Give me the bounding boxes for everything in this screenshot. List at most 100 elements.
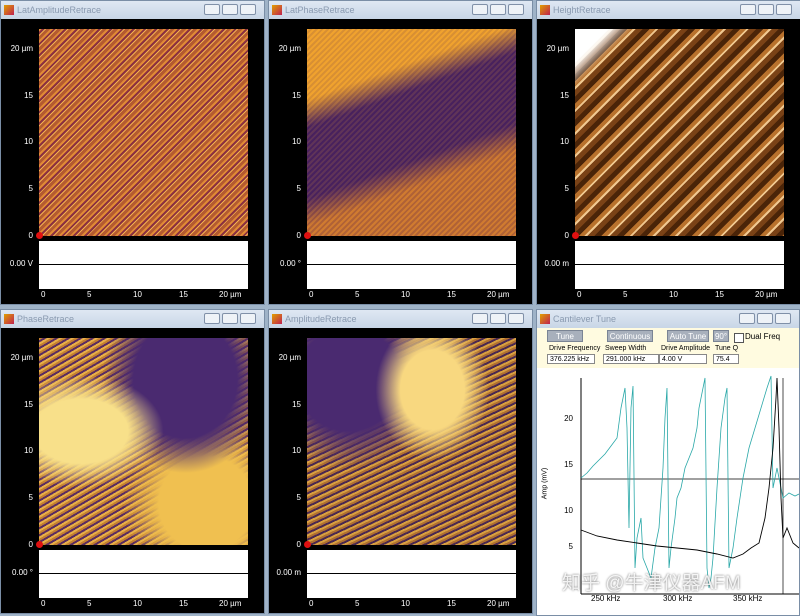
window-icon (272, 5, 282, 15)
afm-image (39, 338, 248, 545)
profile-line (575, 264, 784, 265)
x-tick-label: 10 (133, 290, 142, 299)
window-button[interactable] (758, 4, 774, 15)
origin-marker (304, 232, 311, 239)
title-bar: HeightRetrace (537, 1, 800, 19)
x-tick-label: 10 (133, 599, 142, 608)
x-tick-label: 5 (623, 290, 628, 299)
y-tick-label: 20 µm (10, 353, 33, 362)
image-window: LatAmplitudeRetrace 20 µm 15 10 5 0 0.00 V 0 5 10… (0, 0, 265, 305)
window-button[interactable] (204, 313, 220, 324)
y-tick-label: 0 (564, 231, 569, 240)
field-label: Drive Frequency (549, 345, 601, 352)
window-button[interactable] (776, 4, 792, 15)
y-tick-label: 5 (28, 493, 33, 502)
x-tick-label: 15 (179, 599, 188, 608)
tune-button[interactable]: Auto Tune (667, 330, 709, 342)
window-button[interactable] (490, 313, 506, 324)
window-button[interactable] (508, 313, 524, 324)
x-tick-label: 10 (669, 290, 678, 299)
profile-label: 0.00 m (276, 568, 301, 577)
field-value[interactable]: 291.000 kHz (603, 354, 659, 364)
origin-marker (36, 232, 43, 239)
tune-button[interactable]: Continuous (607, 330, 653, 342)
window-button[interactable] (204, 4, 220, 15)
window-button[interactable] (775, 313, 791, 324)
window-button[interactable] (240, 4, 256, 15)
x-tick-label: 0 (309, 599, 314, 608)
x-tick-label: 20 µm (219, 290, 242, 299)
y-tick-label: 10 (292, 137, 301, 146)
window-button[interactable] (490, 4, 506, 15)
window-button[interactable] (740, 4, 756, 15)
x-tick-label: 0 (41, 599, 46, 608)
tune-plot (580, 375, 799, 595)
x-tick-label: 20 µm (487, 599, 510, 608)
y-tick-label: 20 (564, 414, 573, 423)
afm-image (575, 29, 784, 236)
image-window: HeightRetrace 20 µm 15 10 5 0 0.00 m 0 5 10 15 20 µ… (536, 0, 800, 305)
tune-button[interactable]: 90° (713, 330, 729, 342)
y-tick-label: 20 µm (278, 353, 301, 362)
profile-box (39, 550, 248, 598)
window-button[interactable] (757, 313, 773, 324)
window-button[interactable] (508, 4, 524, 15)
y-tick-label: 15 (24, 400, 33, 409)
y-tick-label: 10 (24, 137, 33, 146)
x-tick-label: 20 µm (487, 290, 510, 299)
x-tick-label: 0 (309, 290, 314, 299)
field-label: Sweep Width (605, 345, 647, 352)
y-tick-label: 15 (292, 400, 301, 409)
title-bar: LatAmplitudeRetrace (1, 1, 264, 19)
window-button[interactable] (739, 313, 755, 324)
window-button[interactable] (472, 313, 488, 324)
tune-button[interactable]: Tune (547, 330, 583, 342)
afm-image (307, 29, 516, 236)
y-tick-label: 20 µm (10, 44, 33, 53)
image-window: AmplitudeRetrace 20 µm 15 10 5 0 0.00 m 0 5 10 15 2… (268, 309, 533, 614)
profile-label: 0.00 ° (280, 259, 301, 268)
window-button[interactable] (222, 4, 238, 15)
origin-marker (36, 541, 43, 548)
x-tick-label: 20 µm (755, 290, 778, 299)
afm-image (39, 29, 248, 236)
window-button[interactable] (222, 313, 238, 324)
window-button[interactable] (472, 4, 488, 15)
image-window: PhaseRetrace 20 µm 15 10 5 0 0.00 ° 0 5 10 15 20 µm (0, 309, 265, 614)
window-title: LatPhaseRetrace (285, 5, 355, 15)
window-icon (4, 314, 14, 324)
x-tick-label: 15 (447, 599, 456, 608)
checkbox[interactable] (734, 333, 744, 343)
profile-label: 0.00 m (544, 259, 569, 268)
profile-line (307, 264, 516, 265)
y-tick-label: 15 (560, 91, 569, 100)
field-value[interactable]: 75.4 (713, 354, 739, 364)
y-tick-label: 0 (296, 540, 301, 549)
x-tick-label: 15 (447, 290, 456, 299)
window-title: HeightRetrace (553, 5, 611, 15)
x-tick-label: 5 (355, 599, 360, 608)
y-tick-label: 20 µm (546, 44, 569, 53)
window-icon (540, 314, 550, 324)
field-value[interactable]: 4.00 V (659, 354, 707, 364)
y-tick-label: 5 (564, 184, 569, 193)
checkbox-label: Dual Freq (745, 332, 781, 341)
y-tick-label: 15 (292, 91, 301, 100)
y-tick-label: 10 (564, 506, 573, 515)
title-bar: LatPhaseRetrace (269, 1, 532, 19)
y-tick-label: 10 (292, 446, 301, 455)
phase-curve (580, 375, 799, 589)
profile-line (307, 573, 516, 574)
profile-line (39, 264, 248, 265)
x-tick-label: 0 (577, 290, 582, 299)
x-tick-label: 10 (401, 599, 410, 608)
y-tick-label: 10 (24, 446, 33, 455)
title-bar: PhaseRetrace (1, 310, 264, 328)
x-tick-label: 5 (355, 290, 360, 299)
amplitude-curve (580, 377, 799, 559)
y-tick-label: 0 (296, 231, 301, 240)
window-button[interactable] (240, 313, 256, 324)
field-value[interactable]: 376.225 kHz (547, 354, 595, 364)
y-tick-label: 5 (28, 184, 33, 193)
